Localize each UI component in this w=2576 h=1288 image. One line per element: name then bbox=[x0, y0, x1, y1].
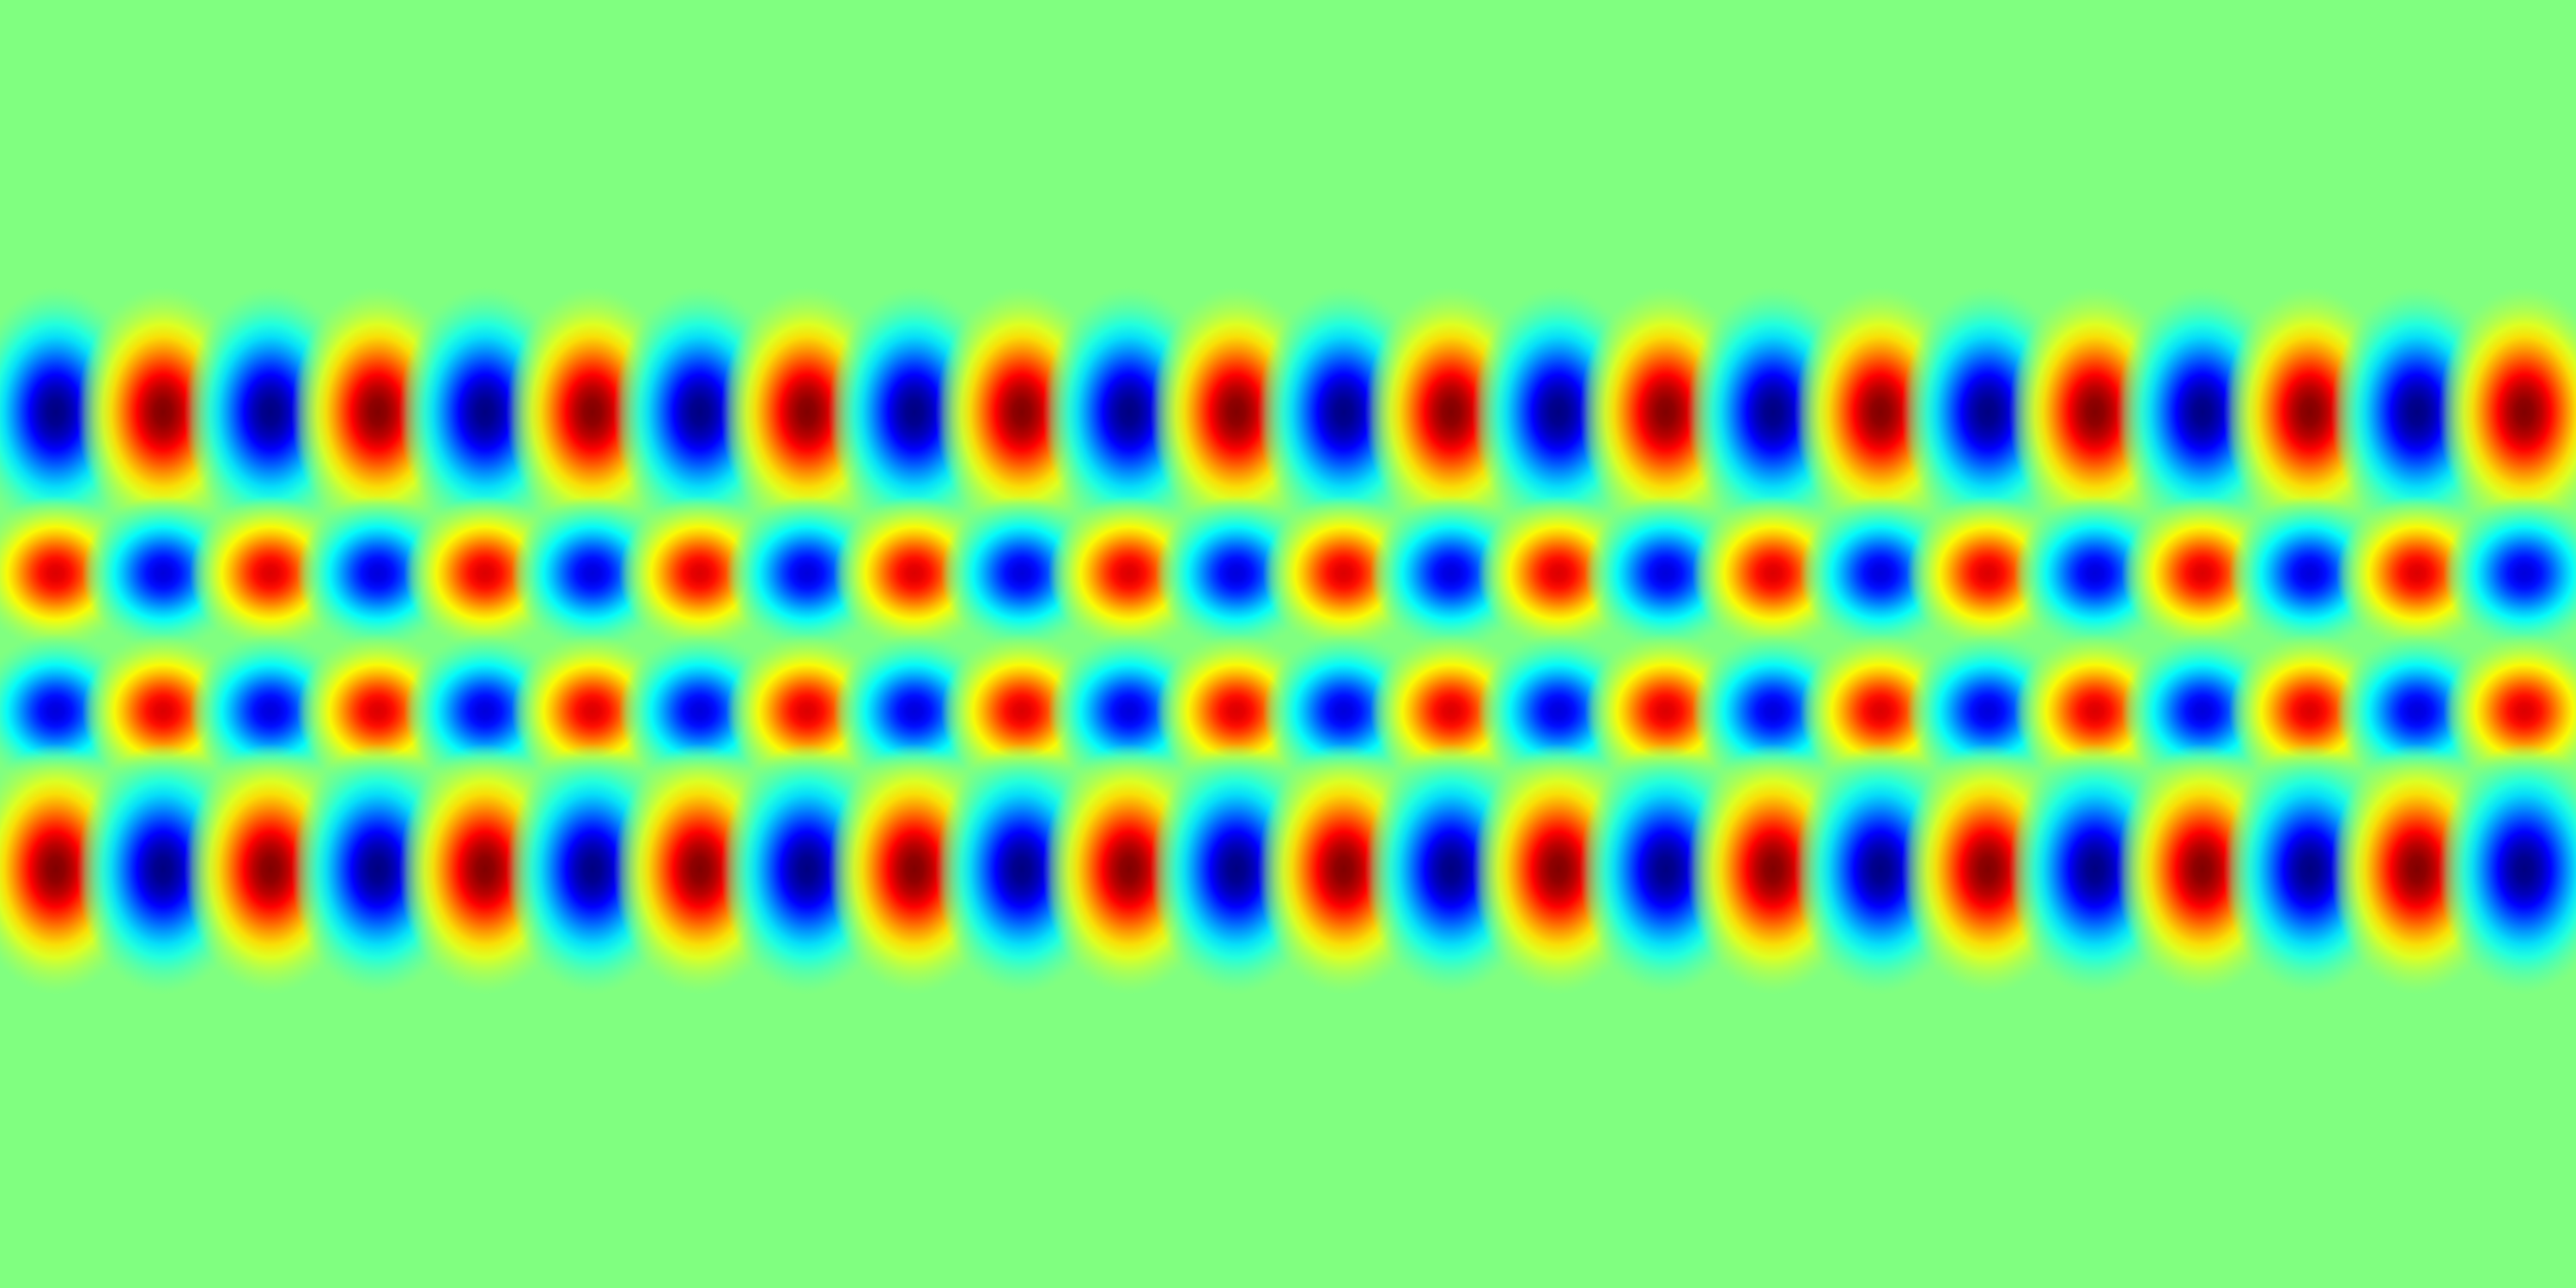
heatmap-cell-row-2-24-negative bbox=[2443, 495, 2576, 651]
heatmap-cell-row-1-24-positive bbox=[2438, 286, 2576, 538]
heatmap-cells bbox=[0, 286, 2576, 995]
heatmap-cell-row-4-24-negative bbox=[2438, 744, 2576, 995]
